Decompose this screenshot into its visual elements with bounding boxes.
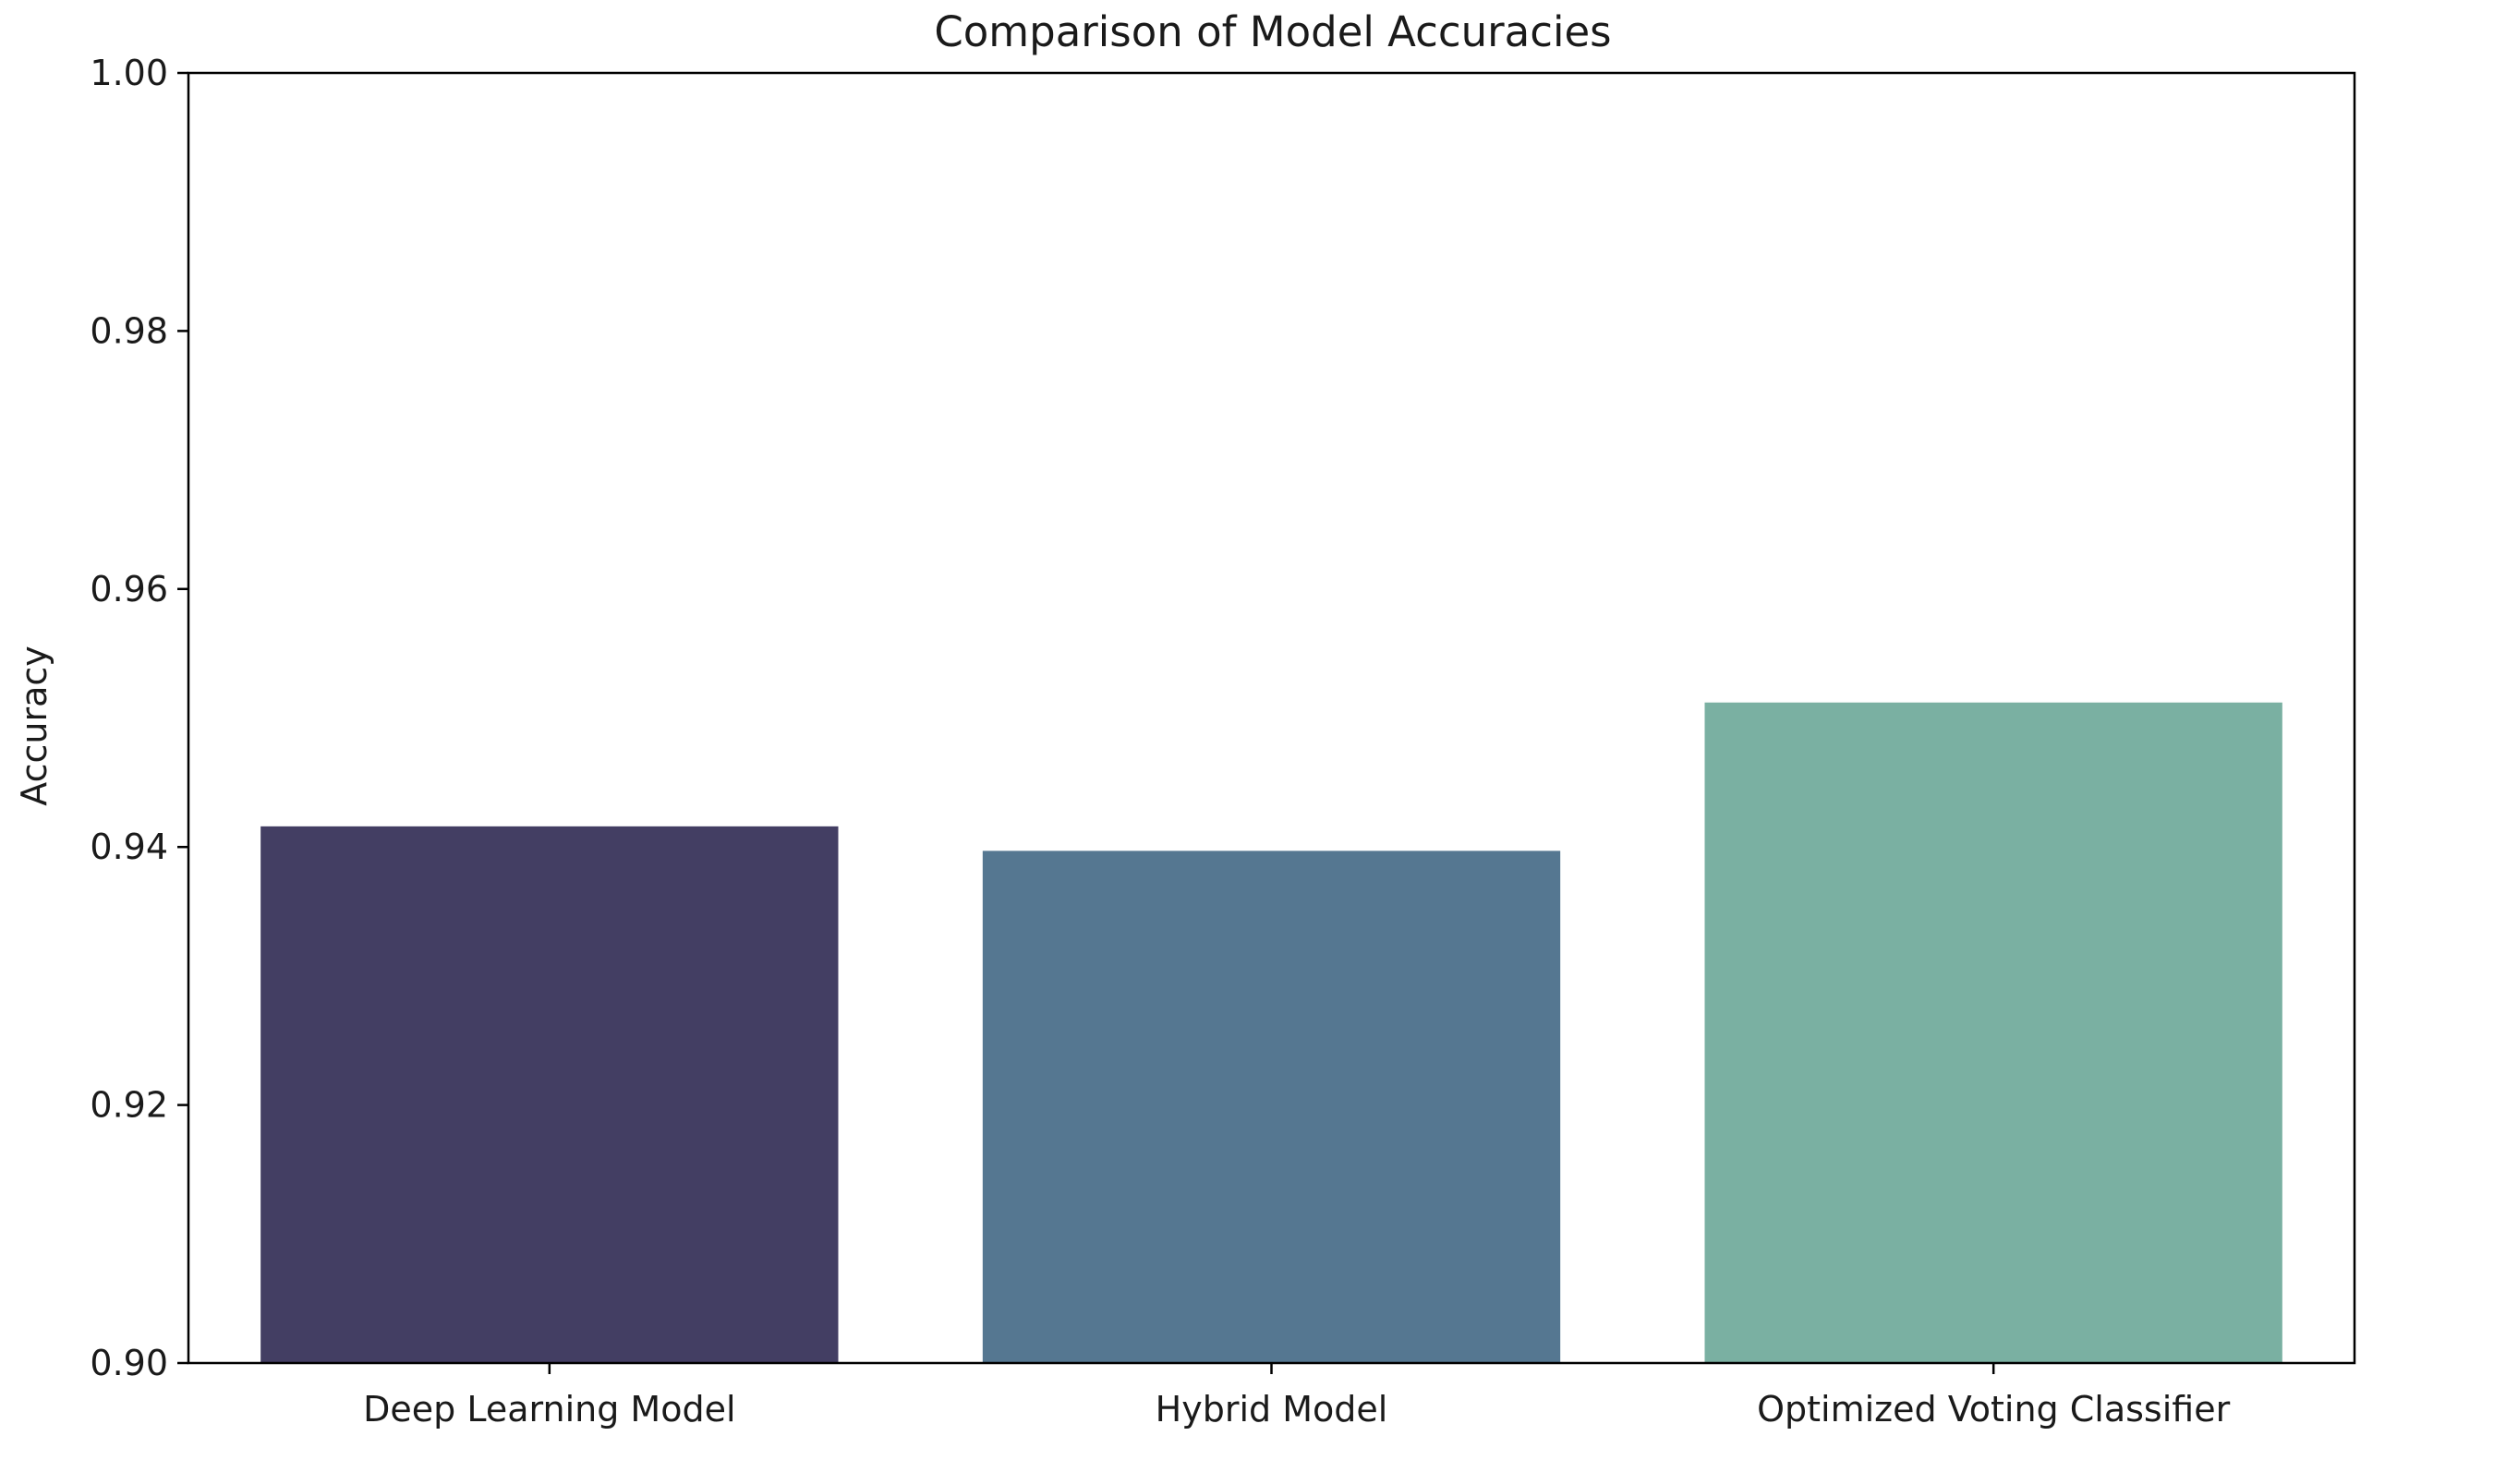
y-axis-label: Accuracy	[14, 645, 54, 806]
y-tick-label: 1.00	[90, 53, 168, 93]
x-axis: Deep Learning Model Hybrid Model Optimized…	[363, 1363, 2231, 1430]
bars-layer	[260, 702, 2282, 1363]
x-tick-label: Optimized Voting Classifier	[1757, 1389, 2230, 1430]
x-tick-label: Deep Learning Model	[363, 1389, 735, 1430]
plot-frame	[187, 71, 2356, 1365]
y-tick-label: 0.98	[90, 310, 168, 351]
y-tick-label: 0.96	[90, 569, 168, 609]
chart-title: Comparison of Model Accuracies	[934, 7, 1611, 56]
y-tick-label: 0.90	[90, 1343, 168, 1383]
y-tick-label: 0.94	[90, 826, 168, 867]
y-axis: 0.90 0.92 0.94 0.96 0.98 1.00	[90, 53, 188, 1383]
x-tick-label: Hybrid Model	[1156, 1389, 1388, 1430]
bar-deep-learning-model	[260, 826, 839, 1363]
y-tick-label: 0.92	[90, 1085, 168, 1126]
bar-hybrid-model	[982, 851, 1561, 1363]
bar-optimized-voting-classifier	[1704, 702, 2282, 1363]
